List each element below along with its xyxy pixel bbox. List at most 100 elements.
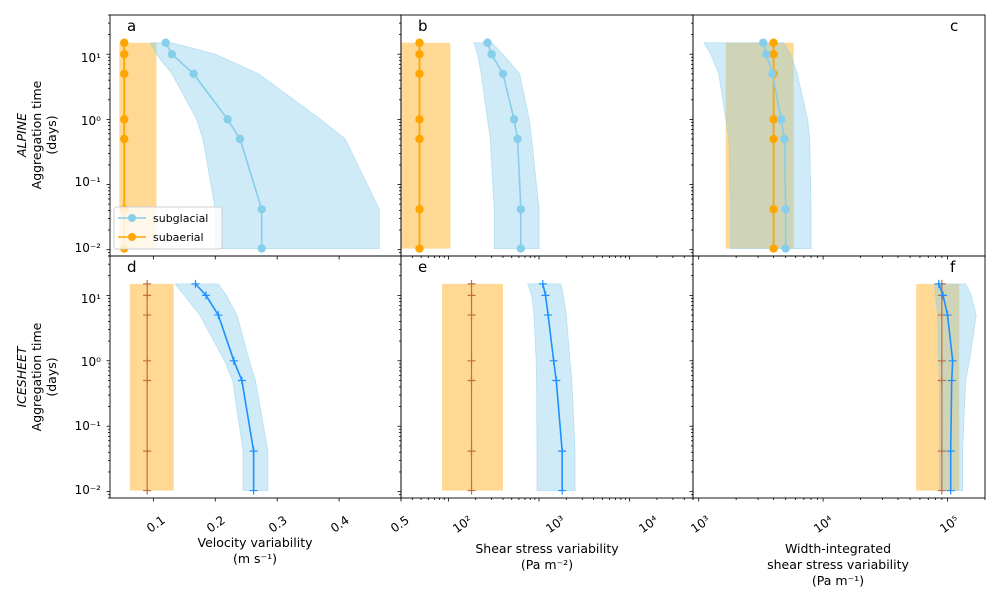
subaerial-point	[120, 50, 129, 59]
subglacial-point	[759, 38, 768, 47]
row-label-alpine: ALPINE Aggregation time (days)	[14, 80, 59, 189]
subaerial-point	[415, 50, 424, 59]
subglacial-point	[189, 69, 198, 79]
subaerial-point	[937, 376, 946, 385]
col-label-width-3: (Pa m⁻¹)	[812, 573, 864, 588]
panel-d: d	[106, 255, 402, 502]
subaerial-band	[129, 283, 174, 491]
y-tick-label: 10⁻²	[75, 483, 102, 497]
x-tick-label: 0.3	[266, 513, 290, 535]
subaerial-point	[120, 134, 129, 144]
row-label-icesheet: ICESHEET Aggregation time (days)	[14, 322, 59, 431]
subaerial-point	[769, 134, 778, 144]
subglacial-point	[237, 376, 246, 385]
subglacial-band	[703, 42, 812, 249]
row-label-alpine-name: ALPINE	[14, 113, 29, 158]
y-tick-label: 10⁻¹	[75, 419, 102, 433]
subglacial-point	[167, 50, 177, 59]
subglacial-band	[933, 283, 977, 491]
subaerial-point	[415, 134, 424, 144]
subglacial-point	[552, 376, 561, 385]
subaerial-point	[415, 115, 424, 124]
subaerial-point	[415, 244, 424, 253]
panel-plot-area	[119, 38, 380, 253]
row-label-icesheet-name: ICESHEET	[14, 345, 29, 407]
subaerial-point	[143, 356, 152, 365]
panel-e: e	[397, 255, 694, 502]
subaerial-point	[937, 486, 946, 495]
subaerial-point	[769, 38, 778, 47]
subaerial-point	[769, 50, 778, 59]
subglacial-point	[541, 291, 550, 300]
subglacial-point	[201, 291, 210, 300]
subglacial-point	[781, 244, 790, 253]
x-tick-label: 0.4	[328, 513, 352, 535]
subaerial-point	[467, 311, 476, 320]
col-label-shear-1: Shear stress variability	[475, 541, 619, 556]
subglacial-point	[948, 356, 957, 365]
subaerial-point	[467, 356, 476, 365]
subglacial-point	[161, 38, 170, 47]
subglacial-band	[149, 42, 380, 249]
subglacial-point	[947, 376, 956, 385]
x-tick-label: 10⁵	[937, 513, 962, 536]
subaerial-point	[415, 38, 424, 47]
subaerial-point	[120, 69, 129, 79]
x-ticks-col2: 10² 10³ 10⁴	[450, 513, 661, 536]
y-ticks-top: 10⁻² 10⁻¹ 10⁰ 10¹	[75, 51, 102, 255]
x-tick-label: 10²	[450, 513, 475, 536]
y-tick-label: 10⁰	[81, 114, 101, 128]
col-label-width-2: shear stress variability	[767, 557, 909, 572]
x-tick-label: 10³	[688, 513, 713, 536]
subglacial-point	[509, 115, 519, 124]
subglacial-point	[781, 205, 790, 214]
subglacial-point	[191, 279, 200, 288]
subglacial-point	[513, 134, 522, 144]
subaerial-point	[467, 279, 476, 288]
x-tick-label: 10³	[543, 513, 568, 536]
panel-c: c	[689, 14, 986, 260]
x-ticks-col1: 0.1 0.2 0.3 0.4 0.5	[144, 513, 412, 535]
panel-b: b	[397, 14, 694, 260]
subglacial-point	[558, 486, 567, 495]
panel-letter: f	[950, 258, 956, 276]
panel-plot-area	[129, 279, 269, 495]
subaerial-point	[143, 486, 152, 495]
subaerial-point	[467, 291, 476, 300]
y-tick-label: 10⁻²	[75, 241, 102, 255]
subglacial-point	[229, 356, 238, 365]
subaerial-point	[937, 356, 946, 365]
legend-label-subglacial: subglacial	[153, 212, 208, 225]
y-tick-label: 10¹	[81, 51, 101, 65]
subaerial-band	[441, 283, 503, 491]
subaerial-point	[143, 291, 152, 300]
subaerial-point	[769, 115, 778, 124]
subaerial-point	[120, 115, 129, 124]
subglacial-point	[483, 38, 492, 47]
x-tick-label: 0.5	[388, 513, 412, 535]
subglacial-point	[946, 486, 955, 495]
x-tick-label: 10⁴	[636, 513, 661, 536]
subaerial-point	[467, 447, 476, 456]
col-label-shear-2: (Pa m⁻²)	[521, 557, 573, 572]
panel-letter: c	[950, 17, 958, 35]
subglacial-point	[516, 205, 526, 214]
subglacial-point	[780, 134, 789, 144]
subglacial-point	[939, 291, 948, 300]
subglacial-point	[249, 447, 258, 456]
subaerial-band	[401, 42, 451, 249]
subglacial-point	[516, 244, 526, 253]
subglacial-point	[934, 279, 943, 288]
subaerial-point	[143, 376, 152, 385]
x-tick-label: 0.1	[144, 513, 168, 535]
row-label-alpine-sub1: Aggregation time	[29, 80, 44, 189]
legend: subglacial subaerial	[113, 206, 223, 250]
subglacial-point	[498, 69, 508, 79]
subglacial-point	[487, 50, 496, 59]
y-tick-label: 10⁰	[81, 355, 101, 369]
subaerial-point	[937, 447, 946, 456]
x-tick-label: 10⁴	[811, 513, 836, 536]
panels: a b c d e f	[106, 14, 986, 502]
subaerial-point	[467, 486, 476, 495]
